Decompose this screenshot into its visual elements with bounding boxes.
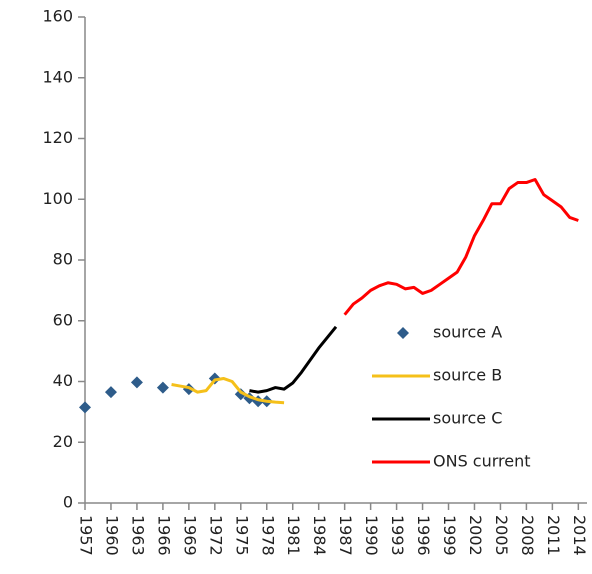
y-tick-label: 80 [53, 250, 73, 269]
x-tick-label: 1966 [154, 515, 173, 556]
x-tick-label: 1957 [77, 515, 96, 556]
x-tick-label: 1969 [180, 515, 199, 556]
y-tick-label: 40 [53, 371, 73, 390]
y-tick-label: 120 [42, 128, 73, 147]
legend-label: source A [433, 323, 502, 342]
x-tick-label: 2014 [570, 515, 589, 556]
x-tick-label: 2008 [518, 515, 537, 556]
marker [79, 401, 91, 414]
legend-label: source B [433, 366, 502, 385]
x-tick-label: 1987 [336, 515, 355, 556]
y-tick-label: 60 [53, 310, 73, 329]
y-tick-label: 140 [42, 67, 73, 86]
x-tick-label: 2002 [466, 515, 485, 556]
x-tick-label: 1981 [284, 515, 303, 556]
y-tick-label: 100 [42, 189, 73, 208]
marker [104, 386, 117, 399]
x-tick-label: 1960 [102, 515, 121, 556]
x-tick-label: 2005 [492, 515, 511, 556]
x-tick-label: 1993 [388, 515, 407, 556]
x-tick-label: 1990 [362, 515, 381, 556]
x-tick-label: 1972 [206, 515, 225, 556]
line [171, 376, 285, 405]
x-tick-label: 1984 [310, 515, 329, 556]
line [343, 178, 579, 316]
x-tick-label: 1999 [440, 515, 459, 556]
legend-marker [397, 327, 409, 339]
x-tick-label: 1996 [414, 515, 433, 556]
y-tick-label: 0 [63, 493, 73, 512]
legend-label: source C [433, 409, 502, 428]
marker [156, 381, 169, 394]
x-tick-label: 2011 [544, 515, 563, 556]
y-tick-label: 20 [53, 432, 73, 451]
x-tick-label: 1975 [232, 515, 251, 556]
line [249, 325, 338, 394]
legend-label: ONS current [433, 452, 531, 471]
marker [130, 376, 143, 389]
y-tick-label: 160 [42, 7, 73, 26]
marker [234, 388, 247, 401]
x-tick-label: 1978 [258, 515, 277, 556]
x-tick-label: 1963 [128, 515, 147, 556]
